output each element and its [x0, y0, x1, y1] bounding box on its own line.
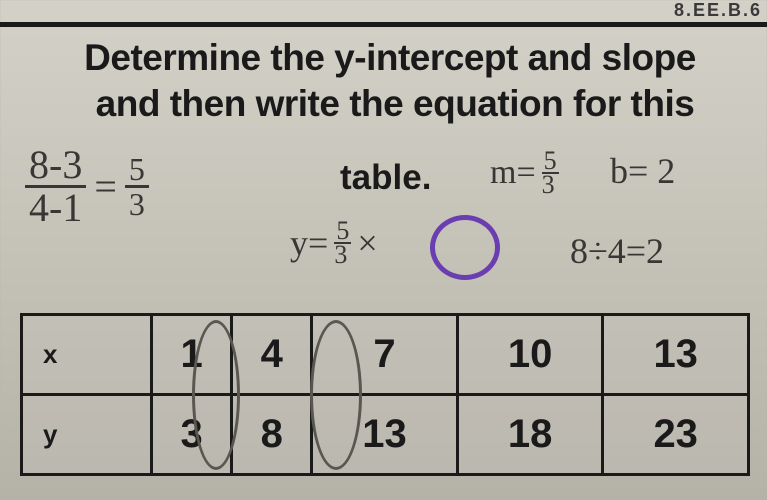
purple-circle-annotation: [430, 215, 500, 280]
table-row-x: x 1 4 7 10 13: [22, 315, 749, 395]
slope-denominator: 4-1: [25, 188, 86, 228]
x-cell: 10: [457, 315, 603, 395]
pencil-circle-col2: [310, 320, 362, 470]
y-label: y=: [290, 222, 328, 264]
pencil-circle-col1: [192, 320, 240, 470]
table-row-y: y 3 8 13 18 23: [22, 395, 749, 475]
times-symbol: ×: [357, 222, 377, 264]
problem-line-1: Determine the y-intercept and slope: [30, 35, 750, 81]
slope-result-den: 3: [125, 188, 149, 220]
problem-line-2: and then write the equation for this: [30, 81, 750, 127]
y-cell: 23: [603, 395, 749, 475]
xy-table: x 1 4 7 10 13 y 3 8 13 18 23: [20, 313, 750, 476]
x-cell: 13: [603, 315, 749, 395]
y-den: 3: [334, 244, 351, 266]
division-check: 8÷4=2: [570, 230, 664, 272]
slope-result-num: 5: [125, 153, 149, 188]
horizontal-rule: [0, 22, 767, 27]
y-equation: y= 5 3 ×: [290, 220, 378, 266]
m-den: 3: [542, 174, 559, 196]
equals-sign: =: [94, 167, 117, 207]
problem-statement: Determine the y-intercept and slope and …: [30, 35, 750, 128]
y-cell: 8: [232, 395, 312, 475]
m-label: m=: [490, 154, 536, 192]
standard-code: 8.EE.B.6: [674, 0, 762, 21]
m-equals: m= 5 3: [490, 150, 559, 196]
y-cell: 18: [457, 395, 603, 475]
y-header: y: [22, 395, 152, 475]
b-equals: b= 2: [610, 150, 675, 192]
problem-word-table: table.: [340, 158, 431, 198]
slope-numerator: 8-3: [25, 145, 86, 188]
x-cell: 4: [232, 315, 312, 395]
x-header: x: [22, 315, 152, 395]
slope-fraction-work: 8-3 4-1 = 5 3: [25, 145, 149, 228]
